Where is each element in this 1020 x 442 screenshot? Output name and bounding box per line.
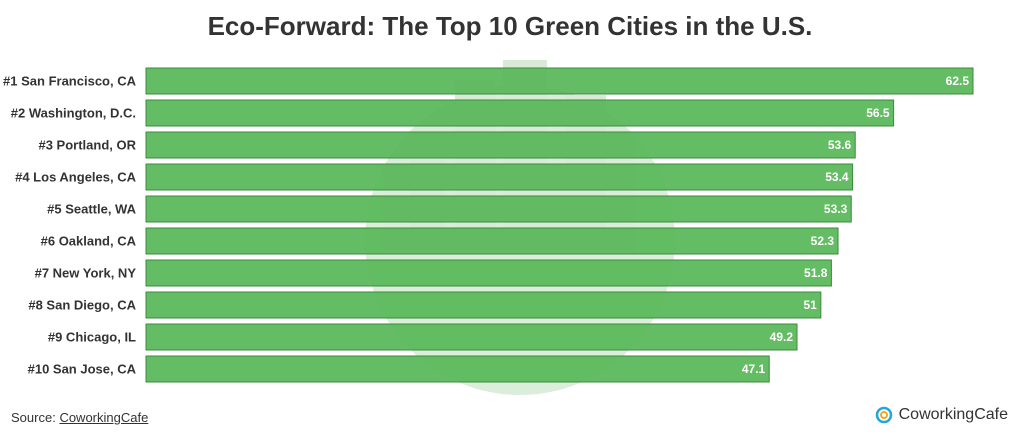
data-label: 53.4 [825,170,849,184]
category-label: #1 San Francisco, CA [3,73,137,88]
brand-name: CoworkingCafe [898,406,1008,423]
data-label: 52.3 [811,234,835,248]
data-label: 49.2 [770,330,794,344]
source: Source: CoworkingCafe [11,410,148,425]
category-label: #10 San Jose, CA [28,361,137,376]
category-label: #5 Seattle, WA [47,201,136,216]
data-label: 51 [803,298,817,312]
bar [145,355,770,383]
bar [145,99,895,127]
brand: CoworkingCafe [875,406,1008,424]
bar [145,163,854,191]
chart: Eco-Forward: The Top 10 Green Cities in … [3,11,974,395]
category-label: #9 Chicago, IL [48,329,136,344]
category-label: #7 New York, NY [35,265,137,280]
bar [145,195,852,223]
bar [145,323,798,351]
data-label: 56.5 [866,106,890,120]
bar [145,291,822,319]
data-label: 53.6 [828,138,852,152]
category-label: #8 San Diego, CA [28,297,136,312]
category-label: #2 Washington, D.C. [11,105,136,120]
chart-title: Eco-Forward: The Top 10 Green Cities in … [208,11,813,41]
category-label: #4 Los Angeles, CA [15,169,136,184]
category-label: #3 Portland, OR [38,137,136,152]
source-label: Source: [11,410,56,425]
brand-logo [875,406,892,424]
data-label: 47.1 [742,362,766,376]
source-link[interactable]: CoworkingCafe [59,410,149,425]
bar [145,131,856,159]
data-label: 51.8 [804,266,828,280]
bar [145,227,839,255]
category-label: #6 Oakland, CA [41,233,137,248]
data-label: 53.3 [824,202,848,216]
bar [145,259,832,287]
data-label: 62.5 [946,74,970,88]
bar [145,67,974,95]
